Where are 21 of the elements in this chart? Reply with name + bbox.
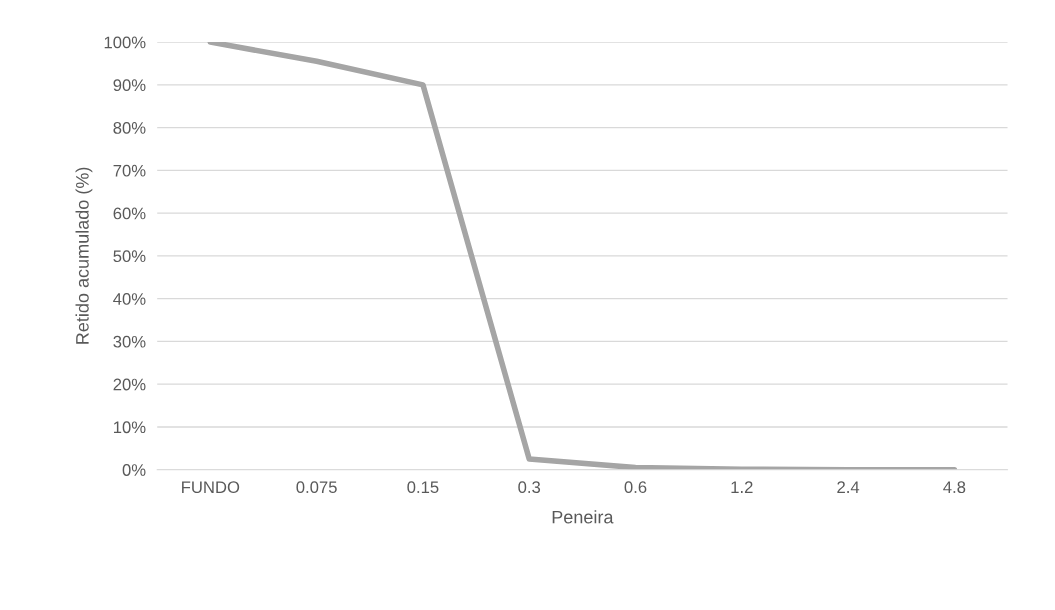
y-tick-label: 30%: [113, 335, 146, 348]
x-tick-label: 0.15: [407, 481, 439, 494]
y-tick-label: 90%: [113, 79, 146, 92]
y-tick-label: 80%: [113, 122, 146, 134]
y-tick-label: 50%: [113, 250, 146, 263]
x-tick-label: 1.2: [731, 481, 753, 493]
x-tick-label: 0.3: [518, 481, 541, 494]
y-tick-label: 60%: [113, 207, 146, 220]
y-tick-label: 40%: [113, 293, 146, 305]
y-tick-label: 0%: [122, 464, 146, 476]
x-tick-label: 0.075: [296, 481, 337, 494]
x-tick-label: 2.4: [837, 481, 860, 493]
y-tick-label: 20%: [113, 378, 146, 391]
y-tick-label: 70%: [113, 164, 146, 177]
y-tick-label: 10%: [114, 421, 146, 434]
x-tick-label: 0.6: [624, 481, 647, 494]
x-tick-label: 4.8: [943, 481, 966, 494]
x-tick-label: FUNDO: [182, 481, 240, 494]
y-axis-title: Retido acumulado (%): [75, 167, 93, 344]
x-axis-title: Peneira: [552, 510, 614, 524]
y-tick-label: 100%: [104, 36, 146, 49]
